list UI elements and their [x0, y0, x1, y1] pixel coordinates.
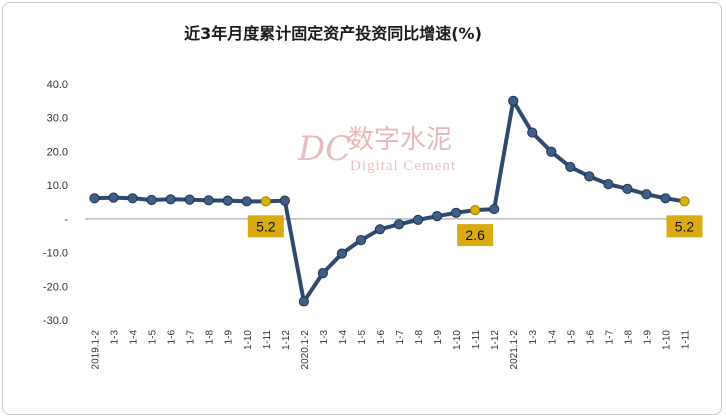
- data-point: [317, 268, 328, 279]
- x-tick-label: 1-5: [357, 330, 368, 345]
- x-tick-label: 1-12: [490, 330, 501, 350]
- data-point: [470, 204, 481, 216]
- y-tick-label: -20.0: [43, 281, 68, 293]
- data-point: [641, 189, 652, 200]
- x-tick-label: 1-5: [566, 330, 577, 345]
- data-point: [584, 171, 595, 182]
- x-tick-label: 1-4: [129, 330, 140, 345]
- data-label: 5.2: [256, 218, 276, 234]
- x-tick-label: 1-6: [376, 330, 387, 345]
- x-tick-label: 1-9: [642, 330, 653, 345]
- data-point: [146, 194, 157, 206]
- data-point: [336, 248, 348, 259]
- x-tick-label: 1-7: [604, 330, 615, 345]
- data-point: [508, 95, 519, 106]
- data-point: [184, 194, 195, 205]
- x-tick-label: 1-7: [395, 330, 406, 345]
- callout-box: [457, 224, 494, 247]
- data-point: [546, 146, 557, 157]
- x-tick-label: 1-11: [680, 330, 691, 350]
- data-point: [622, 183, 633, 194]
- data-label: 2.6: [465, 227, 485, 243]
- x-tick-label: 1-6: [585, 330, 596, 345]
- data-point: [412, 214, 424, 225]
- callouts: 5.2 2.6 5.2: [247, 215, 703, 247]
- x-tick-label: 1-3: [110, 330, 121, 345]
- data-point: [374, 224, 386, 235]
- data-point: [603, 179, 614, 190]
- data-point: [355, 234, 367, 246]
- data-point: [393, 219, 405, 230]
- y-tick-label: 20.0: [47, 146, 68, 158]
- watermark-name-en: Digital Cement: [350, 158, 456, 174]
- x-tick-label: 1-5: [148, 330, 159, 345]
- x-tick-label: 1-10: [452, 330, 463, 350]
- data-point: [298, 296, 309, 307]
- y-tick-label: 10.0: [47, 180, 68, 192]
- x-tick-label: 1-10: [243, 330, 254, 350]
- data-point: [222, 195, 233, 206]
- chart-frame: [2, 2, 722, 415]
- y-axis: 40.0 30.0 20.0 10.0 - -10.0 -20.0 -30.0: [43, 79, 68, 327]
- y-tick-label: 30.0: [47, 113, 68, 125]
- x-tick-label: 1-12: [281, 330, 292, 350]
- data-point: [89, 193, 100, 204]
- data-point: [660, 193, 671, 204]
- data-point: [489, 203, 500, 215]
- series: [89, 95, 690, 307]
- data-point: [279, 195, 290, 206]
- x-tick-label: 1-4: [547, 330, 558, 345]
- callout-box: [247, 215, 284, 238]
- data-point: [679, 196, 690, 207]
- x-tick-label: 1-8: [623, 330, 634, 345]
- data-point: [108, 192, 119, 203]
- x-tick-label: 1-3: [319, 330, 330, 345]
- data-point: [127, 193, 138, 204]
- data-point: [527, 127, 538, 138]
- data-point: [565, 161, 576, 173]
- x-tick-label: 1-3: [528, 330, 539, 345]
- x-tick-label: 1-9: [224, 330, 235, 345]
- data-point: [165, 194, 176, 205]
- data-point: [260, 196, 271, 207]
- x-tick-label: 2020.1-2: [300, 330, 311, 370]
- y-tick-label: -: [64, 214, 68, 226]
- x-tick-label: 2019.1-2: [91, 330, 102, 370]
- x-tick-label: 1-10: [661, 330, 672, 350]
- x-tick-label: 1-8: [414, 330, 425, 345]
- y-tick-label: -10.0: [43, 248, 68, 260]
- data-point: [241, 196, 252, 207]
- chart-title: 近3年月度累计固定资产投资同比增速(%): [184, 24, 482, 43]
- x-tick-label: 1-4: [338, 330, 349, 345]
- x-tick-label: 1-11: [471, 330, 482, 350]
- x-tick-label: 1-9: [433, 330, 444, 345]
- y-tick-label: -30.0: [43, 315, 68, 327]
- x-tick-label: 1-8: [205, 330, 216, 345]
- watermark-logo: DC: [297, 129, 351, 169]
- watermark-name-cn: 数字水泥: [348, 125, 452, 155]
- y-tick-label: 40.0: [47, 79, 68, 91]
- watermark: DC 数字水泥 Digital Cement: [297, 125, 456, 174]
- data-point: [203, 195, 214, 206]
- callout-box: [666, 215, 703, 238]
- data-point: [431, 211, 443, 222]
- x-tick-label: 1-11: [262, 330, 273, 350]
- data-label: 5.2: [675, 218, 695, 234]
- x-axis: 2019.1-2 1-3 1-4 1-5 1-6 1-7 1-8 1-9 1-10 1-11 1-1…: [91, 330, 692, 370]
- x-tick-label: 1-6: [167, 330, 178, 345]
- data-point: [451, 207, 462, 218]
- x-tick-label: 2021.1-2: [509, 330, 520, 370]
- x-tick-label: 1-7: [186, 330, 197, 345]
